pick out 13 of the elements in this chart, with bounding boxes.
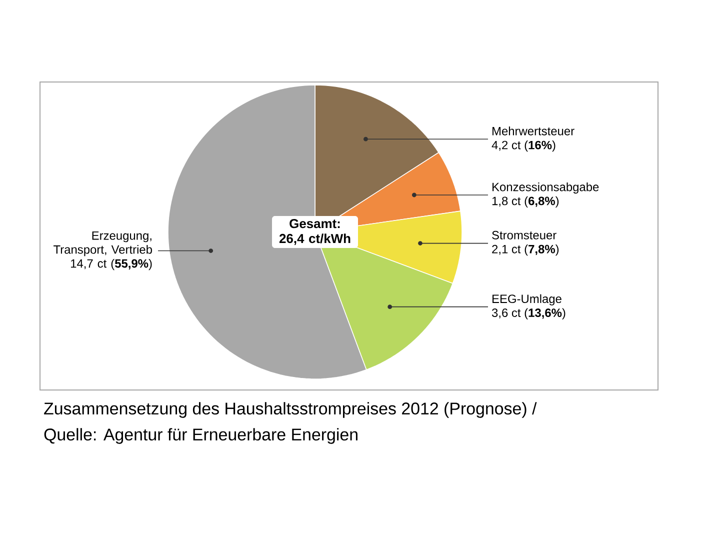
text: Gesamt: 26,4 ct/kWh	[279, 218, 350, 245]
slice-label: EEG-Umlage	[492, 294, 562, 306]
data-label: 3,6 ct (13,6%)	[492, 308, 566, 320]
data-label: 4,2 ct (16%)	[492, 140, 556, 152]
data-label: 2,1 ct (7,8%)	[492, 244, 559, 256]
slice-label: Erzeugung, Transport, Vertrieb	[54, 231, 152, 256]
slice-label: Stromsteuer	[492, 230, 556, 240]
data-label: 14,7 ct (55,9%)	[70, 258, 152, 270]
slice-label: Mehrwertsteuer	[492, 126, 574, 136]
text: Zusammensetzung des Haushaltsstrompreises 2012 (Prognose) /	[44, 402, 537, 418]
source-note: Quelle: Agentur für Erneuerbare Energien	[44, 428, 358, 444]
slice-label: Konzessionsabgabe	[492, 182, 599, 194]
data-label: 1,8 ct (6,8%)	[492, 196, 559, 208]
